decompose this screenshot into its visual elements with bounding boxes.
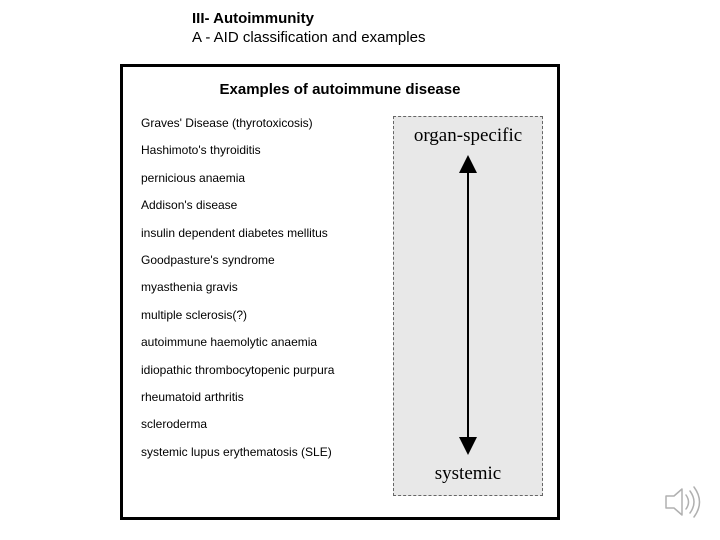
diagram-panel: Examples of autoimmune disease Graves' D… xyxy=(120,64,560,520)
list-item: autoimmune haemolytic anaemia xyxy=(141,335,387,349)
list-item: systemic lupus erythematosis (SLE) xyxy=(141,445,387,459)
heading-main: III- Autoimmunity xyxy=(192,10,425,27)
spectrum-bottom-label: systemic xyxy=(435,463,502,485)
spectrum-top-label: organ-specific xyxy=(414,125,522,147)
list-item: idiopathic thrombocytopenic purpura xyxy=(141,363,387,377)
list-item: insulin dependent diabetes mellitus xyxy=(141,226,387,240)
list-item: pernicious anaemia xyxy=(141,171,387,185)
list-item: Goodpasture's syndrome xyxy=(141,253,387,267)
heading-sub: A - AID classification and examples xyxy=(192,29,425,46)
list-item: multiple sclerosis(?) xyxy=(141,308,387,322)
panel-body: Graves' Disease (thyrotoxicosis) Hashimo… xyxy=(123,116,557,496)
spectrum-box: organ-specific systemic xyxy=(393,116,543,496)
list-item: scleroderma xyxy=(141,417,387,431)
list-item: Graves' Disease (thyrotoxicosis) xyxy=(141,116,387,130)
disease-list: Graves' Disease (thyrotoxicosis) Hashimo… xyxy=(141,116,387,496)
panel-title: Examples of autoimmune disease xyxy=(123,81,557,98)
list-item: Hashimoto's thyroiditis xyxy=(141,143,387,157)
speaker-icon xyxy=(662,482,702,522)
list-item: Addison's disease xyxy=(141,198,387,212)
list-item: myasthenia gravis xyxy=(141,280,387,294)
list-item: rheumatoid arthritis xyxy=(141,390,387,404)
slide-heading: III- Autoimmunity A - AID classification… xyxy=(192,10,425,46)
double-arrow-icon xyxy=(398,153,538,457)
